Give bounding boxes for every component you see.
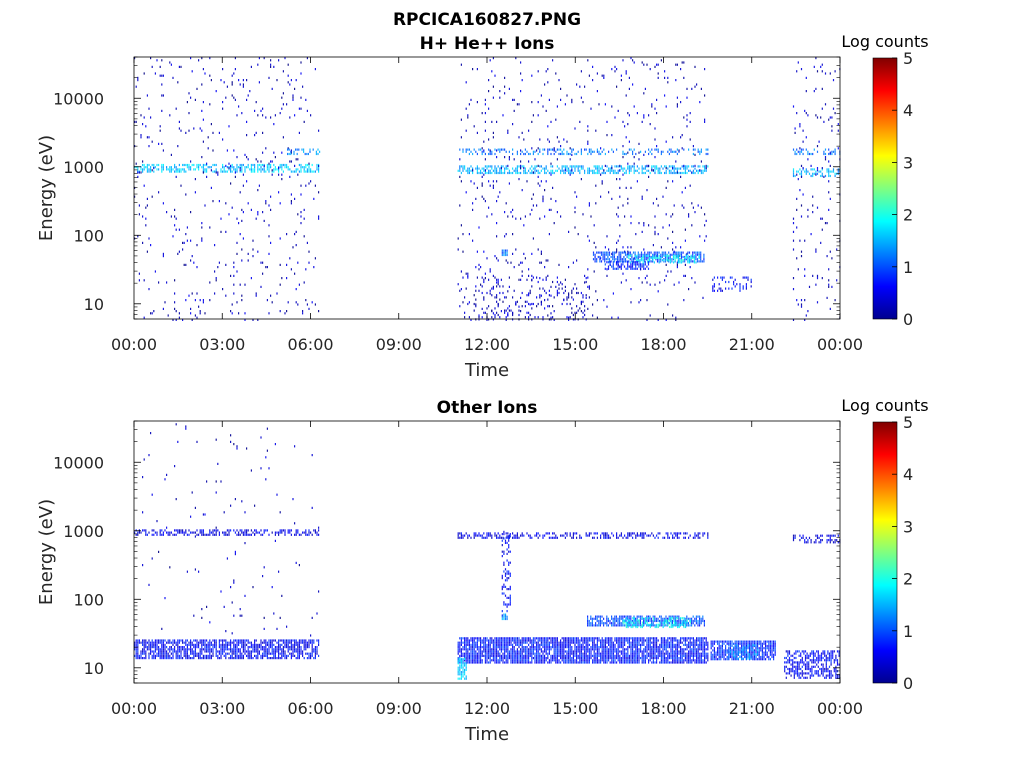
- colorbar-tick-label: 2: [903, 570, 913, 589]
- x-tick-label: 12:00: [464, 335, 510, 354]
- panel-2-colorbar-ticks: 0 1 2 3 4 5: [892, 413, 913, 693]
- panel-2-y-label: Energy (eV): [36, 499, 57, 605]
- heatmap-region: [792, 534, 841, 544]
- heatmap-region: [622, 617, 691, 629]
- panel-1-y-ticks: 10 100 1000 10000: [53, 56, 840, 320]
- colorbar-tick-label: 5: [903, 49, 913, 68]
- heatmap-region: [287, 148, 321, 156]
- heatmap-region: [784, 650, 840, 679]
- y-tick-label: 1000: [63, 158, 104, 177]
- panel-2-colorbar-label: Log counts: [841, 396, 928, 415]
- heatmap-region: [134, 57, 320, 321]
- panel-2-title: Other Ions: [437, 398, 538, 418]
- y-tick-label: 10: [84, 659, 104, 678]
- heatmap-region: [501, 613, 508, 621]
- x-tick-label: 18:00: [640, 335, 686, 354]
- colorbar-tick-label: 1: [903, 258, 913, 277]
- panel-1-axes-frame: [133, 56, 841, 320]
- heatmap-region: [142, 423, 320, 637]
- y-tick-label: 1000: [63, 522, 104, 541]
- panel-1-colorbar-label: Log counts: [841, 32, 928, 51]
- colorbar-tick-label: 4: [903, 465, 913, 484]
- panel-1: H+ He++ Ions 00:00 03:00 06:00 09:00 12:00 15…: [36, 32, 929, 381]
- x-tick-label: 06:00: [287, 335, 333, 354]
- x-tick-label: 09:00: [376, 699, 422, 718]
- x-tick-label: 15:00: [552, 335, 598, 354]
- heatmap-region: [457, 165, 709, 175]
- x-tick-label: 03:00: [199, 699, 245, 718]
- x-tick-label: 15:00: [552, 699, 598, 718]
- panel-2-colorbar-gradient: [872, 421, 898, 684]
- y-tick-label: 10000: [53, 453, 104, 472]
- colorbar-tick-label: 4: [903, 101, 913, 120]
- x-tick-label: 12:00: [464, 699, 510, 718]
- heatmap-region: [457, 57, 707, 321]
- colorbar-tick-label: 0: [903, 674, 913, 693]
- heatmap-region: [134, 639, 320, 660]
- heatmap-region: [792, 57, 841, 321]
- heatmap-region: [457, 657, 467, 680]
- panel-2-colorbar: Log counts 0 1 2 3 4 5: [841, 396, 928, 693]
- panel-1-y-label: Energy (eV): [36, 135, 57, 241]
- colorbar-tick-label: 2: [903, 206, 913, 225]
- panel-1-colorbar-ticks: 0 1 2 3 4 5: [892, 49, 913, 329]
- panel-1-plot: [134, 57, 841, 321]
- y-tick-label: 100: [73, 590, 104, 609]
- panel-1-colorbar: Log counts 0 1 2 3 4 5: [841, 32, 928, 329]
- heatmap-region: [457, 637, 709, 664]
- panel-2-plot: [134, 423, 841, 680]
- y-tick-label: 10: [84, 295, 104, 314]
- heatmap-region: [728, 644, 759, 660]
- heatmap-region: [459, 148, 709, 156]
- panel-1-colorbar-gradient: [872, 57, 898, 320]
- colorbar-tick-label: 3: [903, 517, 913, 536]
- figure-title: RPCICA160827.PNG: [393, 10, 581, 30]
- x-tick-label: 00:00: [111, 335, 157, 354]
- heatmap-region: [501, 530, 511, 617]
- colorbar-tick-label: 1: [903, 622, 913, 641]
- colorbar-tick-label: 0: [903, 310, 913, 329]
- heatmap-region: [604, 261, 650, 270]
- x-tick-label: 00:00: [817, 699, 863, 718]
- panel-2: Other Ions 00:00 03:00 06:00 09:00 12:00 15:0…: [36, 396, 929, 745]
- x-tick-label: 09:00: [376, 335, 422, 354]
- heatmap-region: [792, 148, 841, 156]
- colorbar-tick-label: 5: [903, 413, 913, 432]
- panel-1-x-ticks: 00:00 03:00 06:00 09:00 12:00 15:00 18:00 21:00…: [111, 57, 863, 354]
- x-tick-label: 18:00: [640, 699, 686, 718]
- y-tick-label: 10000: [53, 89, 104, 108]
- panel-2-x-label: Time: [464, 724, 509, 745]
- x-tick-label: 21:00: [729, 699, 775, 718]
- x-tick-label: 21:00: [729, 335, 775, 354]
- panel-1-title: H+ He++ Ions: [420, 34, 555, 54]
- panel-2-y-ticks: 10 100 1000 10000: [53, 420, 840, 684]
- x-tick-label: 06:00: [287, 699, 333, 718]
- heatmap-region: [501, 249, 508, 257]
- heatmap-region: [134, 163, 320, 173]
- x-tick-label: 00:00: [111, 699, 157, 718]
- heatmap-region: [134, 529, 320, 536]
- heatmap-region: [457, 276, 590, 321]
- heatmap-region: [792, 168, 841, 178]
- x-tick-label: 00:00: [817, 335, 863, 354]
- heatmap-region: [712, 276, 752, 292]
- heatmap-region: [628, 254, 700, 264]
- panel-1-x-label: Time: [464, 360, 509, 381]
- heatmap-region: [457, 532, 709, 539]
- colorbar-tick-label: 3: [903, 153, 913, 172]
- x-tick-label: 03:00: [199, 335, 245, 354]
- y-tick-label: 100: [73, 226, 104, 245]
- panel-2-x-ticks: 00:00 03:00 06:00 09:00 12:00 15:00 18:00 21:00…: [111, 421, 863, 718]
